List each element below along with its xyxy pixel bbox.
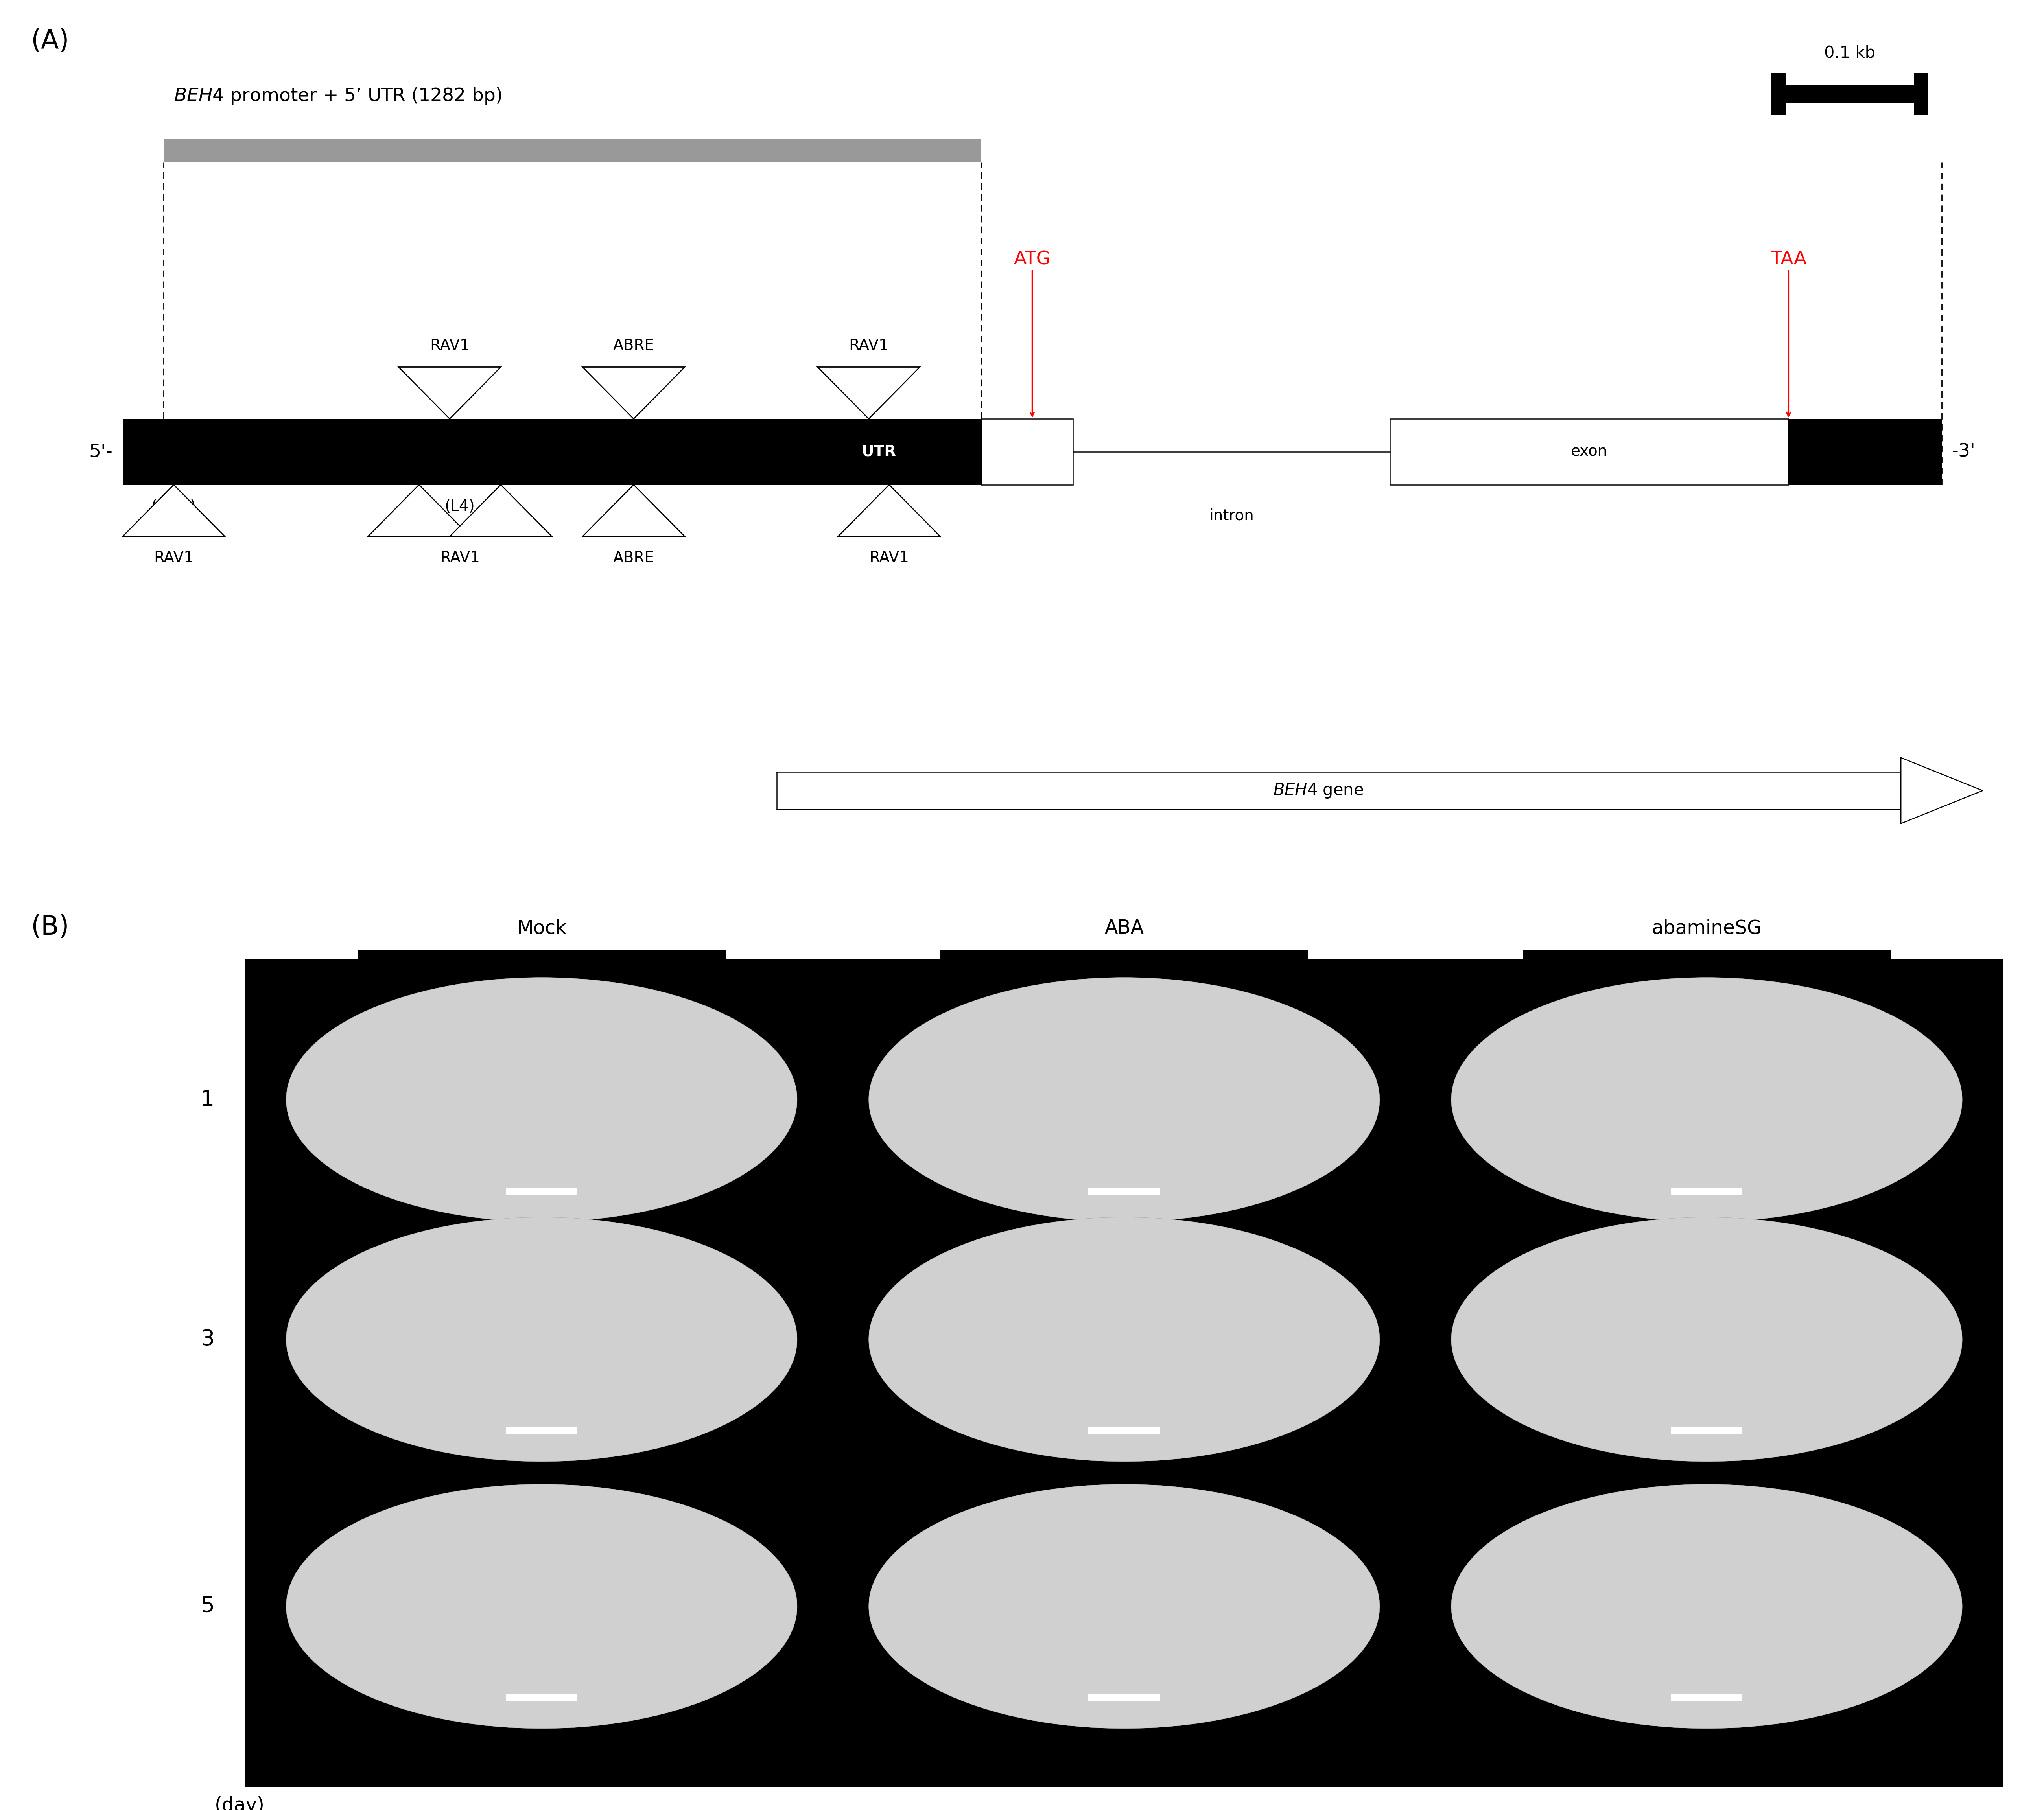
FancyBboxPatch shape [1788, 418, 1942, 485]
Polygon shape [368, 485, 470, 536]
Text: TAA: TAA [1770, 250, 1807, 416]
FancyBboxPatch shape [505, 1694, 576, 1701]
Ellipse shape [286, 977, 797, 1222]
FancyBboxPatch shape [1670, 1187, 1741, 1195]
Ellipse shape [1451, 1484, 1962, 1729]
Text: (L1,2): (L1,2) [151, 500, 196, 514]
Polygon shape [583, 367, 685, 418]
Text: (day): (day) [215, 1796, 264, 1810]
FancyBboxPatch shape [123, 418, 777, 485]
FancyBboxPatch shape [164, 139, 981, 163]
Text: -3': -3' [1952, 443, 1977, 460]
Text: 0.1 kb: 0.1 kb [1823, 45, 1876, 62]
Ellipse shape [286, 1484, 797, 1729]
Text: RAV1: RAV1 [429, 338, 470, 353]
Text: ABRE: ABRE [613, 550, 654, 565]
Polygon shape [399, 367, 501, 418]
FancyBboxPatch shape [1087, 1694, 1161, 1701]
Text: intron: intron [1210, 509, 1253, 523]
Text: (L1): (L1) [619, 500, 648, 514]
Text: 1: 1 [200, 1090, 215, 1110]
FancyBboxPatch shape [1770, 72, 1786, 116]
Text: (L2): (L2) [619, 389, 648, 405]
Text: $\it{BEH4}$ gene: $\it{BEH4}$ gene [1273, 782, 1363, 800]
Text: RAV1: RAV1 [848, 338, 889, 353]
Text: (A): (A) [31, 29, 69, 54]
Text: $\it{BEH4}$ promoter + 5’ UTR (1282 bp): $\it{BEH4}$ promoter + 5’ UTR (1282 bp) [174, 87, 501, 105]
Text: 3: 3 [200, 1329, 215, 1350]
Text: RAV1: RAV1 [869, 550, 910, 565]
Text: abamineSG: abamineSG [1652, 919, 1762, 938]
FancyBboxPatch shape [1913, 72, 1930, 116]
Ellipse shape [1451, 1216, 1962, 1462]
Ellipse shape [286, 1216, 797, 1462]
FancyBboxPatch shape [981, 418, 1073, 485]
FancyBboxPatch shape [1778, 85, 1921, 103]
Ellipse shape [869, 977, 1380, 1222]
Text: Mock: Mock [517, 919, 566, 938]
FancyBboxPatch shape [358, 950, 726, 963]
Text: RAV1: RAV1 [439, 550, 480, 565]
Text: ABA: ABA [1104, 919, 1145, 938]
Text: (B): (B) [31, 914, 69, 939]
FancyBboxPatch shape [245, 959, 2003, 1788]
Text: ATG: ATG [1014, 250, 1051, 416]
FancyBboxPatch shape [940, 950, 1308, 963]
Text: UTR: UTR [863, 443, 895, 460]
Polygon shape [1901, 758, 1983, 824]
Polygon shape [583, 485, 685, 536]
FancyBboxPatch shape [505, 1187, 576, 1195]
Text: exon: exon [1572, 443, 1607, 460]
FancyBboxPatch shape [1523, 950, 1891, 963]
Text: ABRE: ABRE [613, 338, 654, 353]
Polygon shape [818, 367, 920, 418]
Polygon shape [450, 485, 552, 536]
Text: (L4): (L4) [446, 500, 474, 514]
Ellipse shape [869, 1216, 1380, 1462]
Polygon shape [838, 485, 940, 536]
FancyBboxPatch shape [777, 418, 981, 485]
FancyBboxPatch shape [1390, 418, 1788, 485]
Ellipse shape [869, 1484, 1380, 1729]
Text: (L3): (L3) [435, 389, 464, 405]
Text: (L5): (L5) [854, 389, 883, 405]
Text: 5'-: 5'- [88, 443, 112, 460]
FancyBboxPatch shape [1087, 1426, 1161, 1434]
FancyBboxPatch shape [1670, 1426, 1741, 1434]
FancyBboxPatch shape [1087, 1187, 1161, 1195]
Ellipse shape [1451, 977, 1962, 1222]
FancyBboxPatch shape [505, 1426, 576, 1434]
Text: 5: 5 [200, 1596, 215, 1616]
Text: (L6): (L6) [875, 500, 903, 514]
FancyBboxPatch shape [1670, 1694, 1741, 1701]
Polygon shape [123, 485, 225, 536]
Text: RAV1: RAV1 [153, 550, 194, 565]
